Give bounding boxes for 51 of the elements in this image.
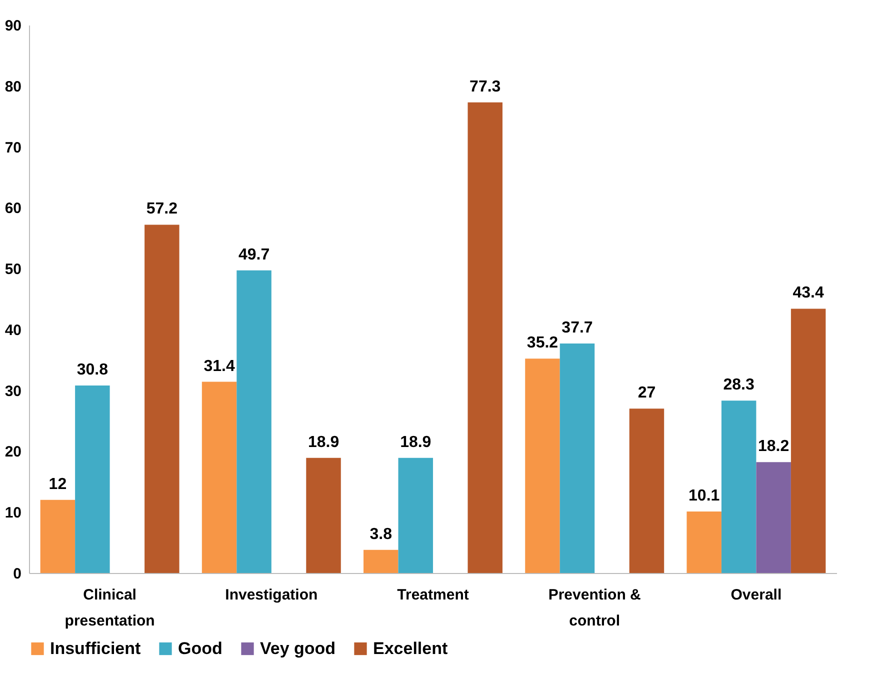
bar <box>236 270 272 573</box>
data-label: 30.8 <box>76 361 108 378</box>
data-label: 18.9 <box>400 434 432 451</box>
data-label: 77.3 <box>470 78 501 96</box>
data-label: 18.2 <box>758 438 790 456</box>
data-label: 57.2 <box>146 200 178 218</box>
bar <box>790 308 826 573</box>
x-tick-label: Treatment <box>397 586 469 604</box>
bar <box>525 358 560 573</box>
x-tick-label: Clinical presentation <box>64 586 155 630</box>
bar <box>560 343 595 573</box>
bar <box>75 385 110 573</box>
bar <box>202 382 237 573</box>
data-label: 49.7 <box>238 246 270 264</box>
bar <box>629 408 664 573</box>
bar <box>40 500 76 573</box>
legend-label: Vey good <box>260 638 336 658</box>
y-tick-label: 20 <box>4 444 22 461</box>
y-tick-label: 40 <box>4 322 22 339</box>
y-tick-label: 10 <box>4 504 22 522</box>
y-tick-label: 70 <box>4 139 22 156</box>
legend-label: Good <box>178 638 222 658</box>
data-label: 35.2 <box>526 334 558 352</box>
x-tick-label: Investigation <box>225 586 318 604</box>
y-tick-label: 0 <box>13 566 22 582</box>
data-label: 37.7 <box>562 319 593 336</box>
x-tick-label: Prevention & control <box>548 586 642 630</box>
bar <box>144 224 180 573</box>
data-label: 3.8 <box>370 526 392 543</box>
x-tick-label: Overall <box>730 586 782 604</box>
data-label: 12 <box>48 476 67 493</box>
y-tick-label: 60 <box>4 200 22 218</box>
data-label: 27 <box>638 384 656 402</box>
data-label: 28.3 <box>723 376 754 394</box>
bar <box>686 512 722 573</box>
data-label: 31.4 <box>204 358 235 375</box>
bar <box>398 458 433 573</box>
legend-label: Insufficient <box>50 638 142 658</box>
bar <box>468 102 502 573</box>
y-tick-label: 90 <box>4 18 22 34</box>
bar <box>306 458 341 573</box>
bar <box>364 550 398 573</box>
bar <box>721 400 756 573</box>
legend-label: Excellent <box>373 638 448 658</box>
data-label: 10.1 <box>688 488 720 504</box>
y-tick-label: 80 <box>4 78 22 96</box>
y-tick-label: 30 <box>4 382 22 400</box>
data-label: 18.9 <box>308 434 340 451</box>
y-tick-label: 50 <box>4 261 22 278</box>
data-label: 43.4 <box>792 284 824 302</box>
bar <box>756 462 791 573</box>
